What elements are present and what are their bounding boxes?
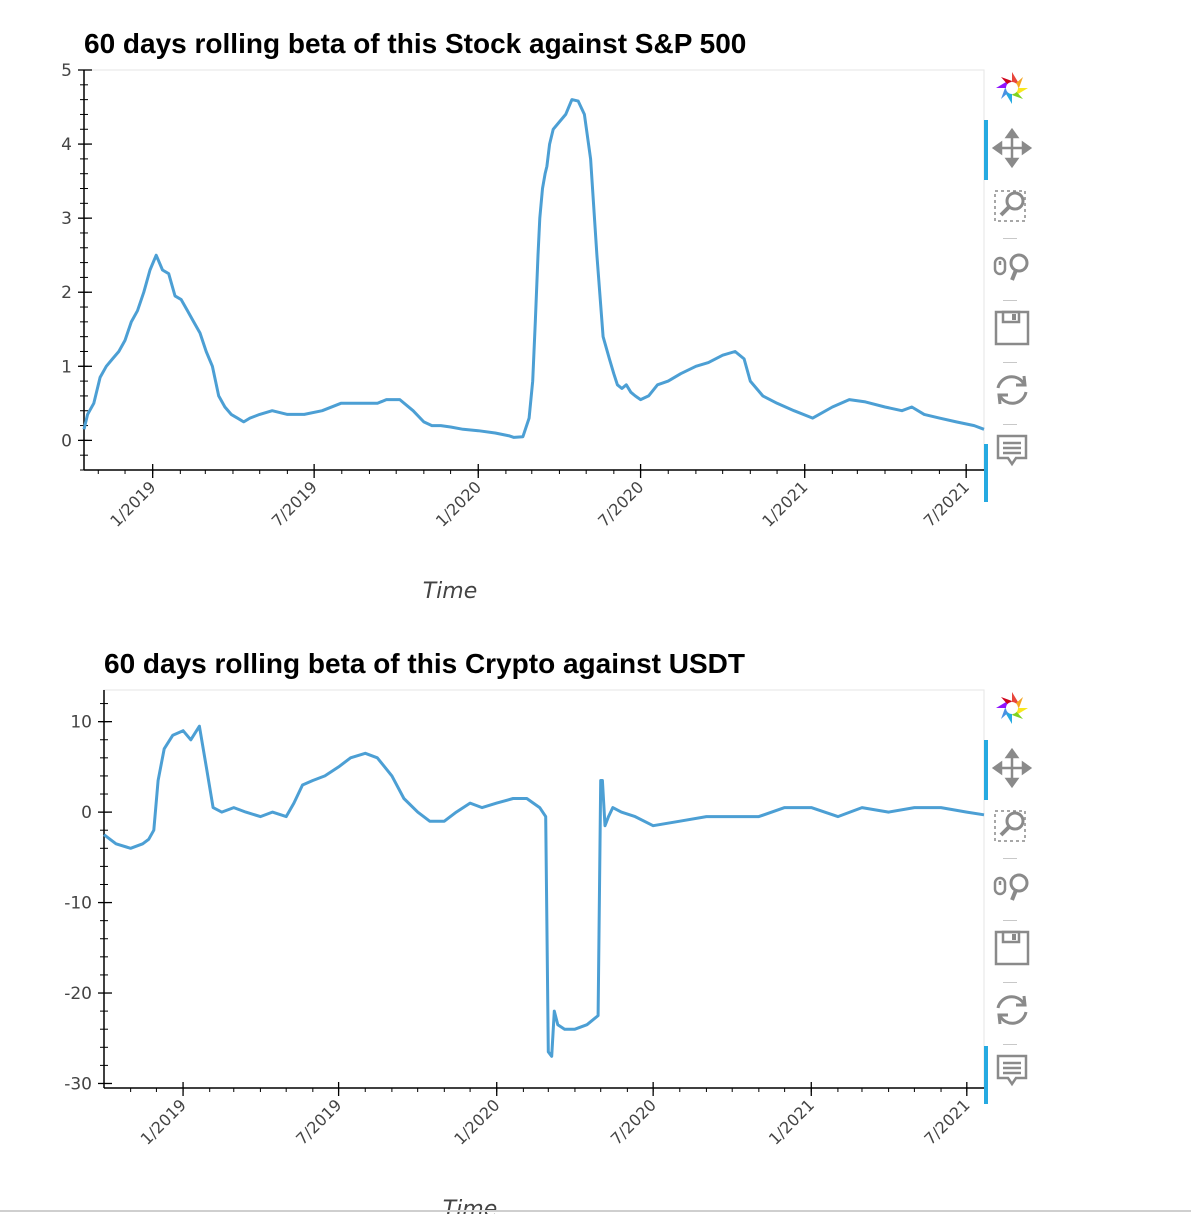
y-tick-label: 0 (81, 803, 92, 823)
x-tick-label: 7/2020 (594, 477, 647, 530)
pan-icon[interactable] (990, 746, 1034, 790)
plot-toolbar (984, 686, 1038, 1104)
crypto-beta-plot[interactable]: 10 0 -10 -20 -30 1/2019 7/2019 1/2020 7/2020 1/20… (0, 618, 1191, 1214)
x-tick-label: 1/2021 (765, 1095, 818, 1148)
y-tick-label: 2 (61, 283, 72, 303)
x-axis-label: Time (423, 579, 478, 604)
x-tick-label: 7/2020 (607, 1095, 660, 1148)
hover-icon[interactable] (990, 1048, 1034, 1092)
y-tick-label: 3 (61, 209, 72, 229)
plot-frame (83, 69, 985, 471)
chart-title: 60 days rolling beta of this Crypto agai… (104, 648, 745, 679)
y-tick-label: -10 (64, 894, 92, 914)
x-axis-label: Time (443, 1197, 498, 1214)
toolbar-separator (1003, 1044, 1017, 1045)
toolbar-separator (1003, 362, 1017, 363)
save-icon[interactable] (990, 926, 1034, 970)
page-bottom-rule (0, 1210, 1191, 1212)
bokeh-logo-icon[interactable] (990, 686, 1034, 730)
x-tick-label: 1/2020 (450, 1095, 503, 1148)
beta-series-line (82, 98, 985, 439)
toolbar-separator (1003, 238, 1017, 239)
x-tick-label: 1/2020 (432, 477, 485, 530)
box-zoom-icon[interactable] (990, 184, 1034, 228)
x-tick-label: 7/2021 (920, 477, 973, 530)
x-tick-label: 7/2019 (292, 1095, 345, 1148)
x-tick-label: 1/2019 (106, 477, 159, 530)
wheel-zoom-icon[interactable] (990, 864, 1034, 908)
hover-icon[interactable] (990, 428, 1034, 472)
x-tick-label: 1/2019 (137, 1095, 190, 1148)
box-zoom-icon[interactable] (990, 804, 1034, 848)
toolbar-separator (1003, 982, 1017, 983)
x-tick-label: 7/2021 (920, 1095, 973, 1148)
y-tick-label: 0 (61, 431, 72, 451)
y-tick-label: 5 (61, 61, 72, 81)
y-tick-label: -20 (64, 984, 92, 1004)
y-tick-label: -30 (64, 1074, 92, 1094)
wheel-zoom-icon[interactable] (990, 244, 1034, 288)
active-tool-indicator (984, 740, 988, 800)
beta-series-line (103, 724, 985, 1058)
active-tool-indicator (984, 1046, 988, 1104)
y-tick-label: 4 (61, 135, 72, 155)
stock-beta-plot[interactable]: 0 1 2 3 4 5 1/2019 7/2019 1/2020 7/2020 1/2021 7/20… (0, 0, 1191, 618)
save-icon[interactable] (990, 306, 1034, 350)
toolbar-separator (1003, 858, 1017, 859)
x-tick-label: 7/2019 (268, 477, 321, 530)
plot-frame (103, 689, 985, 1089)
reset-icon[interactable] (990, 988, 1034, 1032)
y-tick-label: 1 (61, 357, 72, 377)
pan-icon[interactable] (990, 126, 1034, 170)
toolbar-separator (1003, 300, 1017, 301)
toolbar-separator (1003, 424, 1017, 425)
chart-title: 60 days rolling beta of this Stock again… (84, 28, 747, 59)
toolbar-separator (1003, 920, 1017, 921)
bokeh-logo-icon[interactable] (990, 66, 1034, 110)
active-tool-indicator (984, 120, 988, 180)
reset-icon[interactable] (990, 368, 1034, 412)
plot-toolbar (984, 66, 1038, 502)
x-tick-label: 1/2021 (758, 477, 811, 530)
active-tool-indicator (984, 444, 988, 502)
y-tick-label: 10 (70, 713, 92, 733)
